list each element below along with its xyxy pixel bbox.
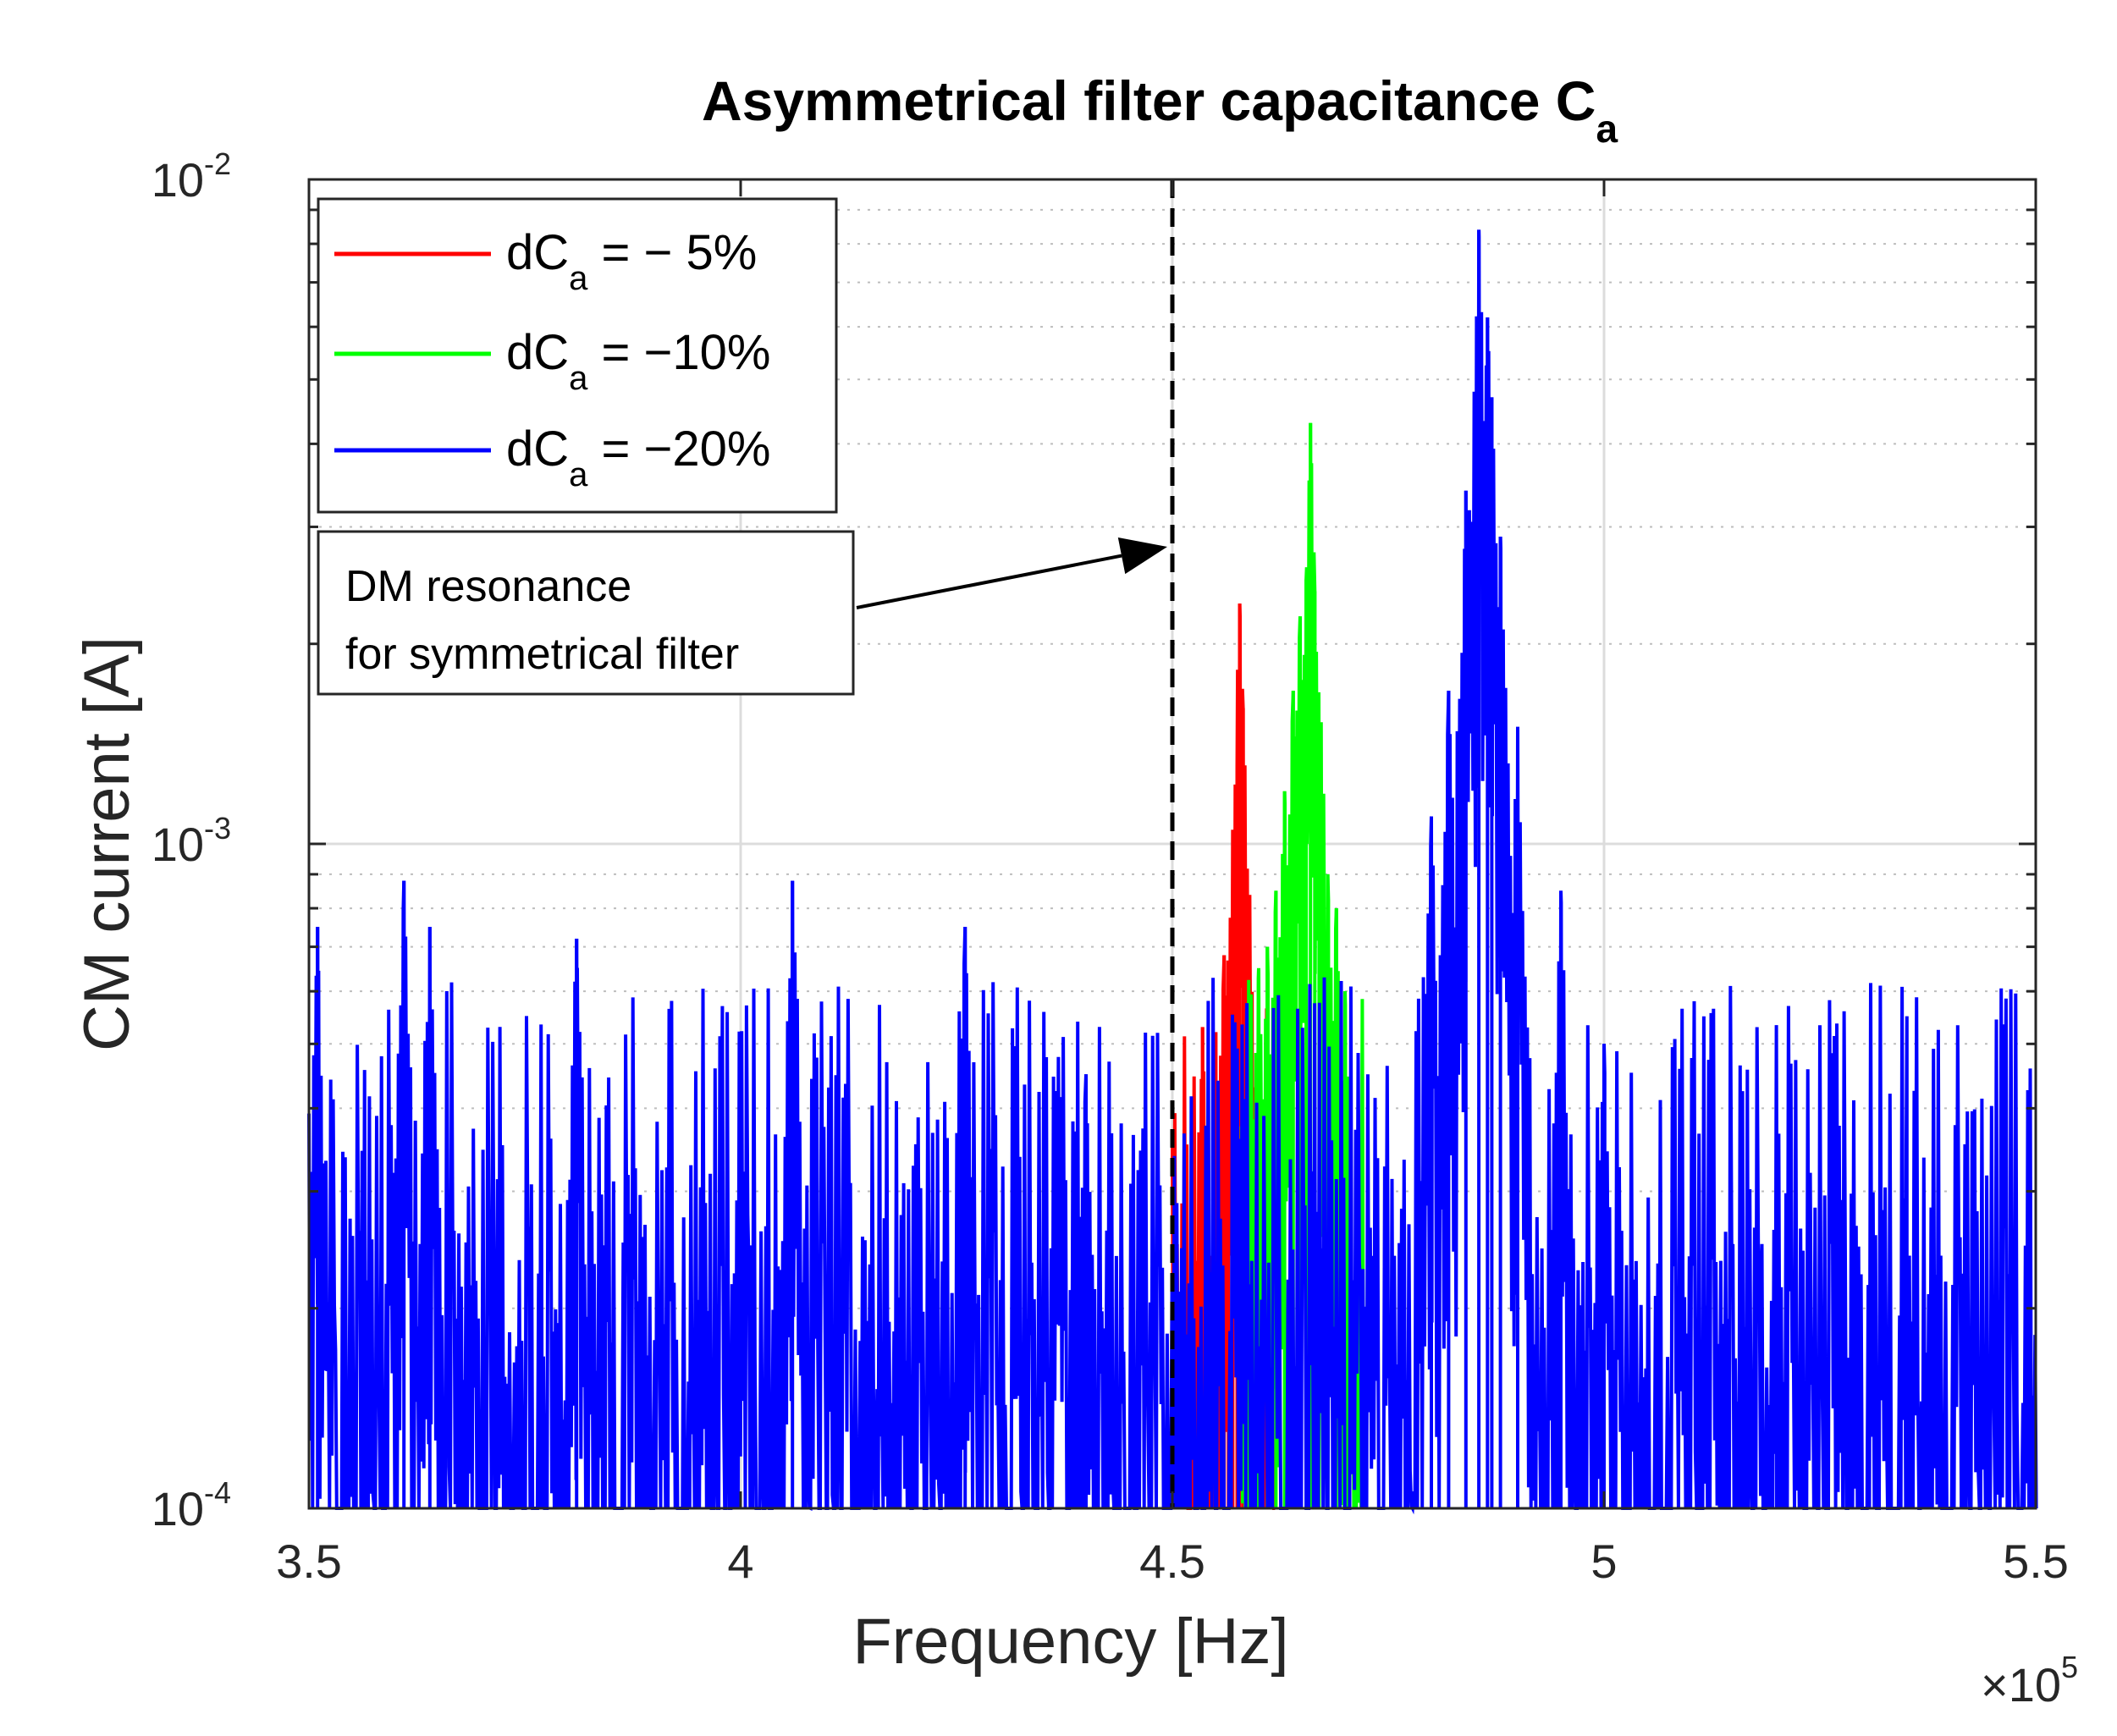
y-axis-label: CM current [A]	[71, 637, 143, 1051]
y-tick-label: 10-4	[152, 1475, 231, 1535]
x-tick-label: 4	[727, 1535, 753, 1588]
x-multiplier-exponent: 5	[2061, 1650, 2078, 1684]
series-layer	[307, 229, 2038, 1515]
tick-labels: 3.5 4 4.5 5 5.5 10-4 10-3 10-2	[152, 146, 2069, 1588]
chart-title-subscript: a	[1596, 107, 1618, 151]
legend: dCa = − 5% dCa = −10% dCa = −20%	[317, 197, 838, 514]
x-axis-multiplier: ×105	[1981, 1650, 2078, 1711]
y-tick-label: 10-2	[152, 146, 231, 207]
x-tick-label: 5	[1591, 1535, 1617, 1588]
annotation: DM resonance for symmetrical filter	[317, 530, 1167, 696]
x-tick-label: 3.5	[276, 1535, 342, 1588]
annotation-box	[317, 530, 855, 696]
legend-label-green: dCa = −10%	[506, 325, 770, 397]
legend-label-blue: dCa = −20%	[506, 422, 770, 493]
x-axis-label: Frequency [Hz]	[852, 1606, 1288, 1678]
annotation-line-2: for symmetrical filter	[345, 630, 739, 679]
chart-title: Asymmetrical filter capacitance Ca	[702, 69, 1618, 151]
chart-title-main: Asymmetrical filter capacitance C	[702, 69, 1596, 132]
legend-label-red: dCa = − 5%	[506, 225, 757, 297]
axis-ticks	[307, 179, 2037, 1510]
x-tick-label: 5.5	[2003, 1535, 2069, 1588]
x-tick-label: 4.5	[1139, 1535, 1205, 1588]
y-tick-label: 10-3	[152, 811, 231, 871]
x-multiplier-base: ×10	[1981, 1658, 2061, 1711]
annotation-arrow	[856, 554, 1122, 609]
annotation-arrowhead	[1117, 537, 1167, 575]
annotation-line-1: DM resonance	[345, 562, 631, 611]
